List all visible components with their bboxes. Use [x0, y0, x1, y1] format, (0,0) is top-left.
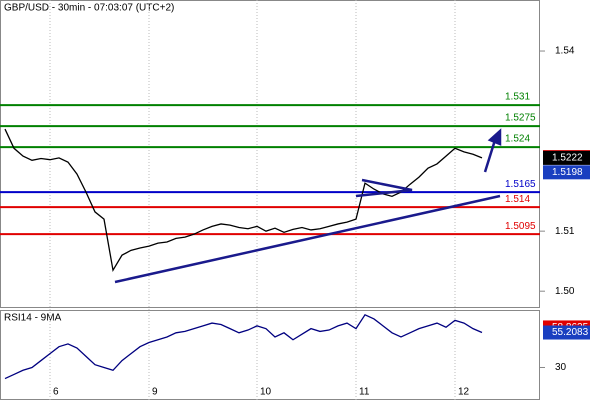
- value-box: [543, 150, 590, 165]
- x-tick-label: 10: [260, 387, 272, 398]
- level-label: 1.5275: [505, 113, 536, 124]
- value-box: [543, 325, 590, 340]
- level-label: 1.5095: [505, 221, 536, 232]
- chart-title: GBP/USD - 30min - 07:03:07 (UTC+2): [4, 3, 174, 14]
- y-tick-label: 30: [555, 362, 567, 373]
- x-tick-label: 9: [152, 387, 158, 398]
- arrow-head: [487, 128, 502, 146]
- trend-line: [114, 194, 501, 284]
- x-tick-label: 12: [458, 387, 470, 398]
- value-box-label: 1.5222: [552, 153, 583, 164]
- level-label: 1.5165: [505, 179, 536, 190]
- level-label: 1.531: [505, 92, 530, 103]
- x-tick-label: 11: [359, 387, 370, 398]
- y-tick-label: 1.51: [555, 226, 575, 237]
- triangle: [355, 178, 413, 198]
- y-tick-label: 1.50: [555, 286, 575, 297]
- forecast-arrow: [483, 139, 497, 173]
- level-label: 1.514: [505, 194, 530, 205]
- value-box-label: 55.2083: [552, 327, 589, 338]
- price-frame: [0, 0, 540, 308]
- x-tick-label: 6: [53, 387, 59, 398]
- value-box: [543, 165, 590, 180]
- annotations: [114, 128, 502, 284]
- rsi-title: RSI14 - 9MA: [4, 313, 62, 324]
- level-label: 1.524: [505, 134, 530, 145]
- y-tick-label: 1.54: [555, 46, 575, 57]
- value-box-label: 1.5198: [552, 167, 583, 178]
- price-line: [4, 313, 483, 380]
